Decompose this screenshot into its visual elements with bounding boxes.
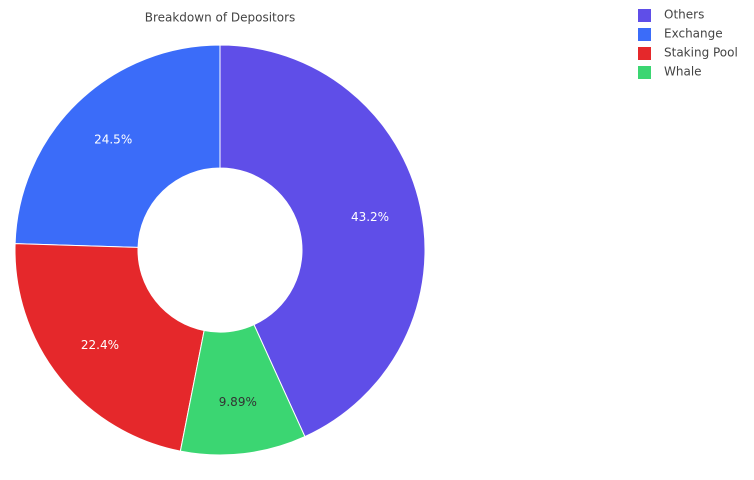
legend-swatch[interactable] — [638, 28, 651, 41]
legend-swatch[interactable] — [638, 66, 651, 79]
legend-label[interactable]: Others — [664, 8, 704, 22]
legend-label[interactable]: Staking Pool — [664, 46, 738, 60]
slice-label: 24.5% — [94, 132, 132, 146]
slice — [179, 323, 306, 456]
legend-label[interactable]: Exchange — [664, 27, 723, 41]
slice — [14, 243, 205, 452]
slice — [14, 44, 221, 248]
legend-swatch[interactable] — [638, 47, 651, 60]
legend-label[interactable]: Whale — [664, 65, 702, 79]
slice-label: 43.2% — [351, 210, 389, 224]
chart-title: Breakdown of Depositors — [145, 11, 296, 25]
legend-swatch[interactable] — [638, 9, 651, 22]
slice — [219, 44, 426, 438]
slice-label: 22.4% — [81, 338, 119, 352]
slice-label: 9.89% — [219, 395, 257, 409]
